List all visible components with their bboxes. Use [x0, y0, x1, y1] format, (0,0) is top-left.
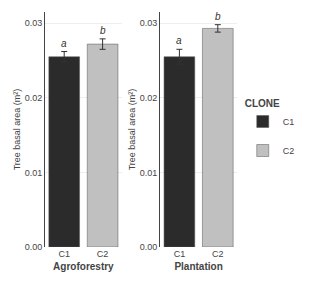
svg-text:C2: C2 — [283, 146, 295, 156]
svg-text:a: a — [176, 35, 182, 46]
svg-text:0.00: 0.00 — [25, 242, 43, 252]
svg-text:0.03: 0.03 — [25, 18, 43, 28]
svg-text:0.01: 0.01 — [140, 168, 158, 178]
svg-text:0.01: 0.01 — [25, 168, 43, 178]
svg-text:Tree basal area (m²): Tree basal area (m²) — [12, 89, 22, 171]
svg-text:b: b — [215, 11, 221, 22]
svg-text:Tree basal area (m²): Tree basal area (m²) — [127, 89, 137, 171]
svg-text:0.02: 0.02 — [140, 93, 158, 103]
svg-text:0.03: 0.03 — [140, 18, 158, 28]
svg-text:C1: C1 — [283, 117, 295, 127]
svg-text:0.02: 0.02 — [25, 93, 43, 103]
svg-text:0.00: 0.00 — [140, 242, 158, 252]
svg-text:Plantation: Plantation — [174, 261, 222, 272]
svg-text:b: b — [100, 25, 106, 36]
svg-text:C1: C1 — [174, 249, 186, 259]
svg-text:CLONE: CLONE — [245, 98, 280, 109]
svg-text:Agroforestry: Agroforestry — [53, 261, 114, 272]
svg-text:a: a — [61, 38, 67, 49]
svg-text:C2: C2 — [97, 249, 109, 259]
svg-text:C1: C1 — [58, 249, 70, 259]
svg-text:C2: C2 — [212, 249, 224, 259]
